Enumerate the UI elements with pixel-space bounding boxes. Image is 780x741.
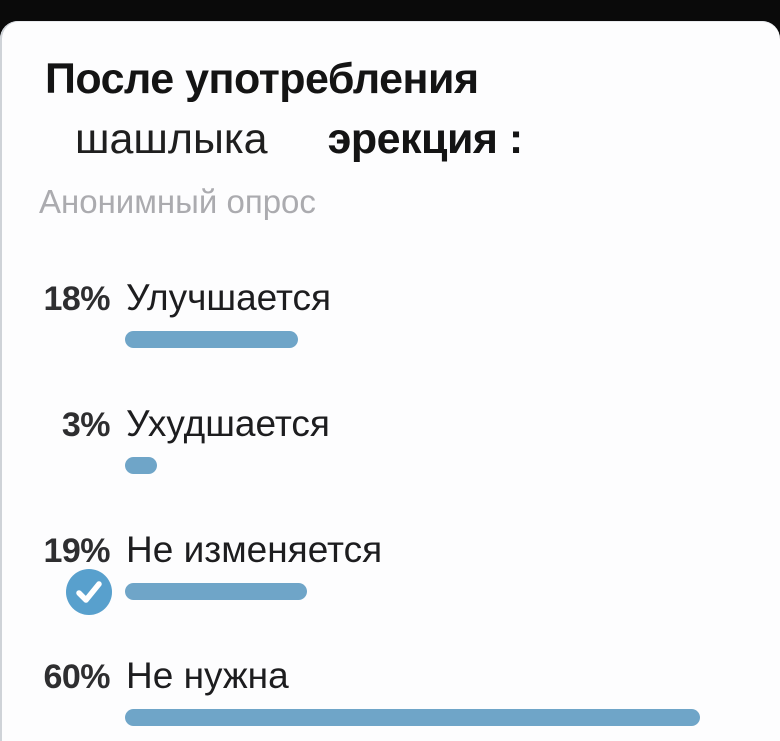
poll-option-text: 3% Ухудшается: [0, 403, 780, 445]
option-percent: 3%: [61, 406, 111, 444]
poll-option-text: 18% Улучшается: [0, 277, 780, 319]
poll-option-row[interactable]: 19% Не изменяется: [0, 529, 780, 655]
option-percent: 19%: [43, 532, 110, 570]
vote-checkmark-icon: [66, 569, 112, 615]
option-label: Ухудшается: [126, 403, 330, 444]
option-result-bar: [125, 331, 298, 348]
option-label: Улучшается: [126, 277, 332, 318]
poll-option-row[interactable]: 3% Ухудшается: [0, 403, 780, 529]
option-percent: 60%: [43, 658, 110, 696]
option-result-bar: [125, 583, 307, 600]
poll-question: После употребления шашлыка эрекция :: [45, 49, 780, 169]
top-black-strip: [0, 0, 780, 21]
poll-question-line1: После употребления: [45, 55, 479, 103]
poll-option-text: 60% Не нужна: [0, 655, 780, 697]
poll-type-label: Анонимный опрос: [39, 183, 316, 220]
poll-question-line2: шашлыка эрекция :: [75, 109, 780, 169]
poll-question-edited-word: шашлыка: [75, 115, 268, 163]
poll-option-row[interactable]: 60% Не нужна: [0, 655, 780, 741]
option-result-bar: [125, 709, 700, 726]
option-label: Не изменяется: [126, 529, 383, 570]
poll-option-row[interactable]: 18% Улучшается: [0, 277, 780, 403]
poll-question-line2-rest: эрекция :: [327, 115, 524, 163]
poll-option-text: 19% Не изменяется: [0, 529, 780, 571]
poll-message-card: После употребления шашлыка эрекция : Анон…: [0, 21, 780, 741]
option-label: Не нужна: [126, 655, 289, 696]
option-result-bar: [125, 457, 157, 474]
option-percent: 18%: [43, 280, 110, 318]
poll-options-list: 18% Улучшается 3% Ухудшается 19% Не изме…: [0, 277, 780, 741]
